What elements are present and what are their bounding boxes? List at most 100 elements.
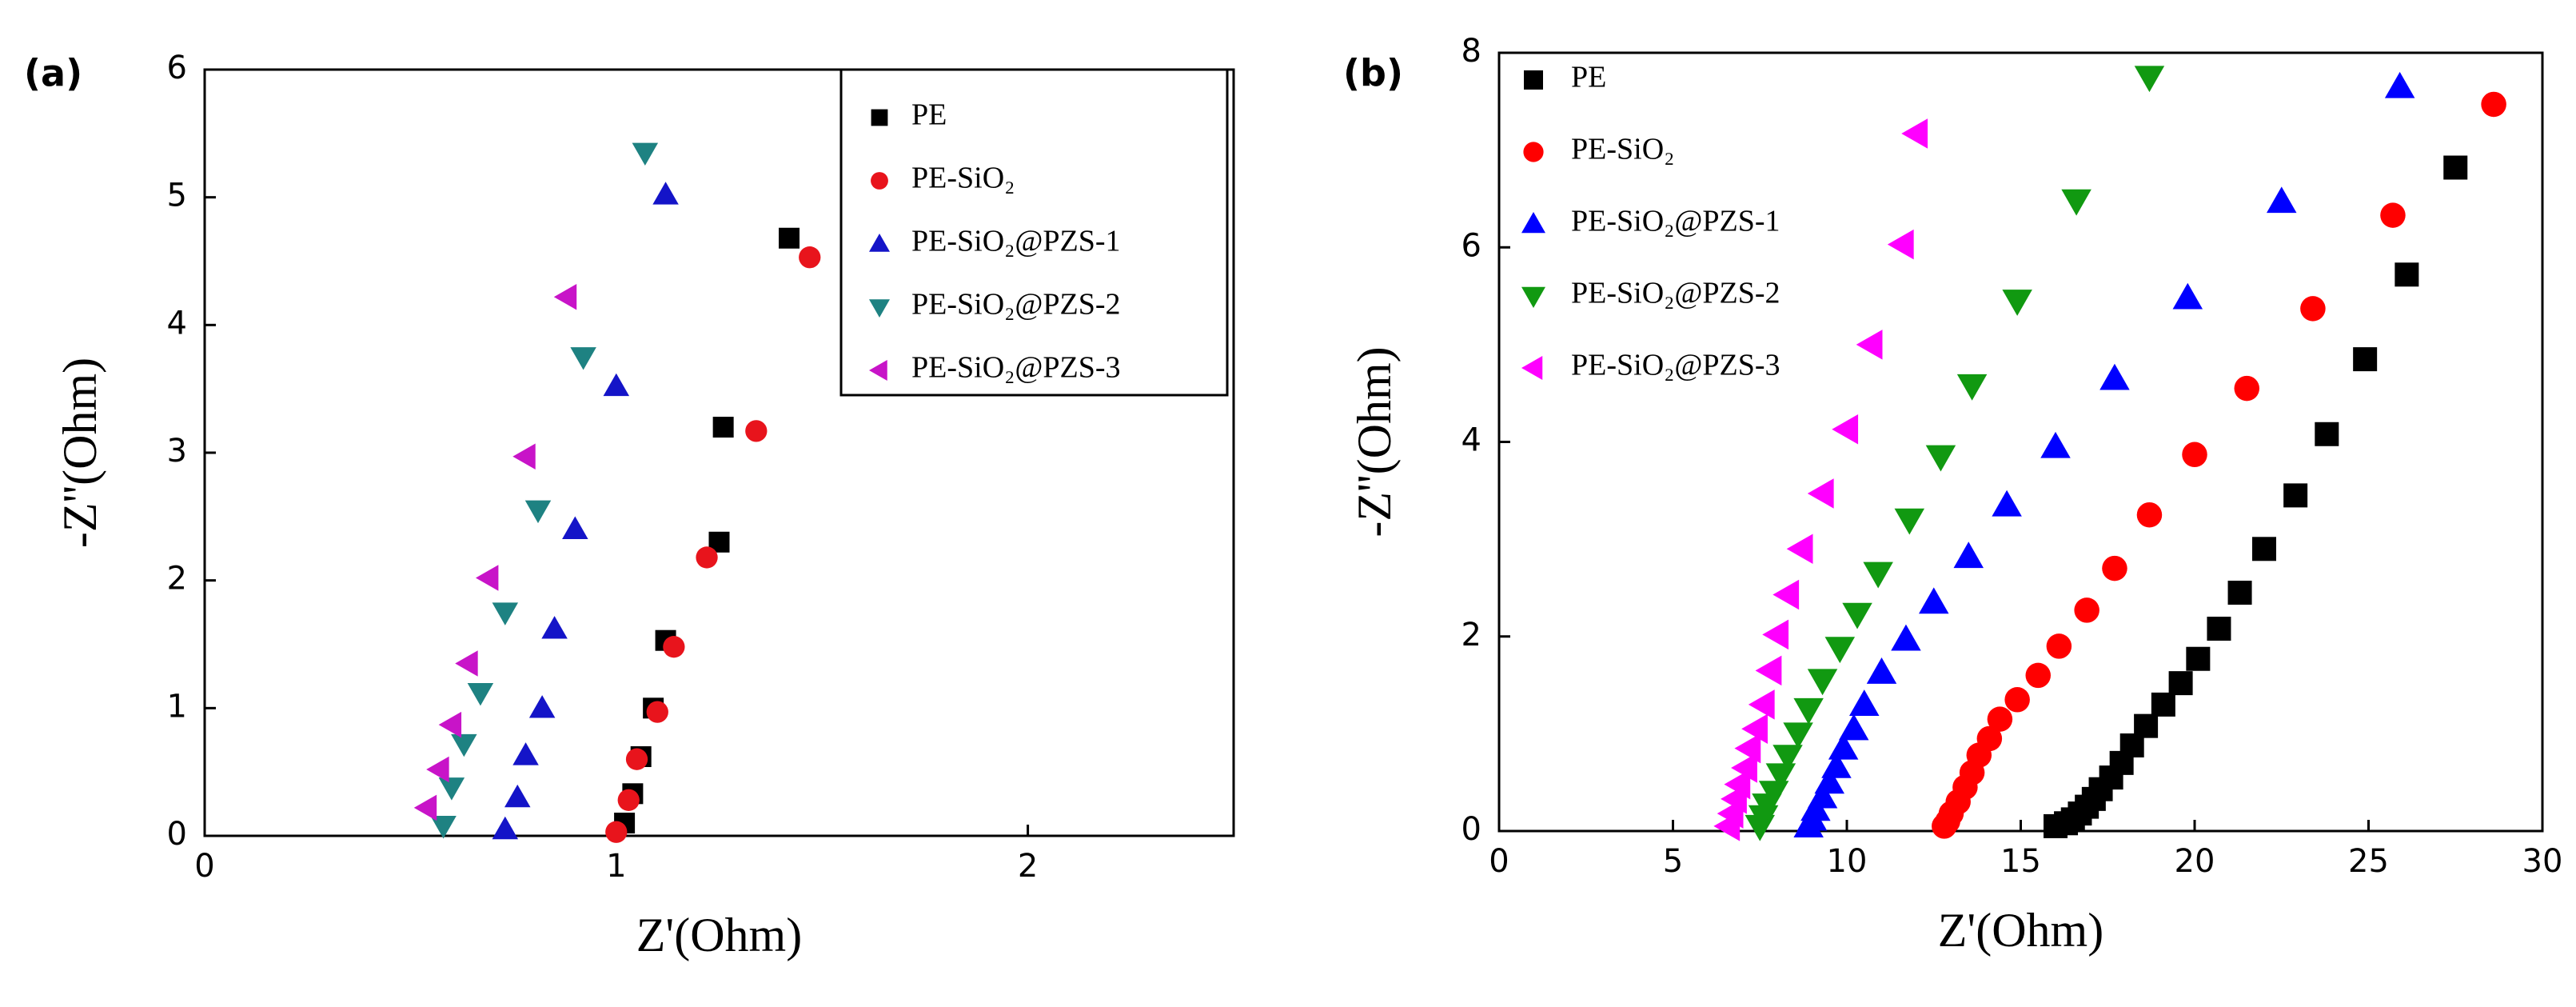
data-point — [2151, 692, 2175, 717]
data-point — [467, 682, 494, 706]
x-tick-label: 30 — [2522, 843, 2563, 880]
plot-frame — [1497, 51, 2544, 833]
legend-marker — [871, 109, 888, 126]
data-point — [512, 742, 539, 765]
data-point — [1731, 753, 1757, 783]
data-point — [438, 777, 465, 801]
data-point — [1807, 478, 1834, 509]
data-point — [2283, 483, 2308, 508]
panel-label: (a) — [24, 52, 82, 95]
data-point — [1828, 733, 1859, 760]
legend-label: PE — [911, 98, 947, 132]
data-point — [2102, 555, 2127, 581]
data-point — [712, 417, 734, 438]
y-tick-label: 5 — [167, 178, 187, 214]
data-point — [512, 443, 536, 470]
data-point — [617, 789, 640, 811]
legend-marker — [869, 234, 890, 252]
legend-marker — [1521, 212, 1545, 234]
data-point — [2002, 290, 2032, 316]
x-tick-label: 1 — [606, 848, 626, 885]
data-point — [2004, 687, 2030, 713]
data-point — [625, 748, 648, 770]
data-point — [1849, 689, 1880, 716]
x-tick-label: 5 — [1663, 843, 1683, 880]
legend-label: PE-SiO₂@PZS-2 — [911, 288, 1121, 322]
data-point — [799, 246, 821, 269]
data-point — [1953, 541, 1984, 569]
panel-label: (b) — [1343, 52, 1403, 95]
data-point — [1772, 579, 1800, 610]
y-tick-label: 8 — [1461, 33, 1481, 70]
data-point — [2134, 66, 2165, 93]
data-point — [1783, 722, 1813, 749]
data-point — [1807, 781, 1838, 809]
y-tick-label: 4 — [1461, 422, 1481, 459]
data-point — [1863, 561, 1893, 589]
legend-marker — [871, 172, 888, 190]
data-point — [2168, 671, 2193, 696]
data-point — [1919, 587, 1949, 614]
data-point — [2315, 422, 2339, 446]
data-point — [475, 565, 499, 591]
data-point — [1748, 689, 1775, 720]
x-tick-label: 2 — [1018, 848, 1038, 885]
data-point — [1992, 490, 2022, 517]
data-point — [1734, 733, 1761, 764]
data-point — [652, 182, 679, 205]
data-point — [1866, 657, 1897, 684]
data-point — [2061, 189, 2092, 216]
y-tick-label: 6 — [167, 50, 187, 86]
data-point — [745, 420, 768, 442]
legend-label: PE-SiO₂@PZS-1 — [911, 225, 1121, 258]
data-point — [1838, 713, 1869, 741]
y-tick-label: 2 — [167, 561, 187, 597]
y-axis-label: -Z''(Ohm) — [54, 358, 106, 548]
legend-label: PE-SiO₂@PZS-3 — [911, 351, 1121, 385]
legend-label: PE-SiO₂ — [1571, 133, 1674, 166]
data-point — [426, 756, 449, 783]
data-point — [2182, 442, 2207, 468]
y-tick-label: 0 — [167, 816, 187, 853]
legend-marker — [1523, 142, 1544, 162]
legend-marker — [869, 299, 890, 318]
data-point — [2380, 202, 2406, 228]
data-point — [779, 227, 800, 249]
data-point — [2186, 646, 2211, 671]
data-point — [646, 701, 668, 723]
data-point — [1856, 330, 1883, 360]
data-point — [605, 821, 628, 843]
x-axis-label: Z'(Ohm) — [636, 909, 802, 961]
x-tick-label: 20 — [2175, 843, 2215, 880]
data-point — [2207, 617, 2231, 641]
data-point — [2267, 186, 2297, 214]
data-point — [1762, 619, 1789, 650]
data-point — [2384, 71, 2415, 98]
data-point — [1724, 769, 1751, 800]
data-point — [541, 616, 568, 639]
y-tick-label: 1 — [167, 688, 187, 725]
data-point — [696, 546, 718, 569]
y-tick-label: 2 — [1461, 617, 1481, 653]
data-point — [2353, 347, 2378, 372]
data-point — [1814, 767, 1844, 794]
data-point — [2136, 502, 2163, 528]
data-point — [430, 816, 457, 839]
data-point — [1786, 533, 1813, 565]
y-tick-label: 3 — [167, 433, 187, 470]
legend-label: PE — [1571, 61, 1606, 94]
data-point — [2443, 155, 2468, 180]
data-point — [663, 636, 685, 658]
data-point — [455, 650, 478, 677]
data-point — [1956, 374, 1988, 401]
legend-marker — [1521, 286, 1545, 308]
data-point — [504, 784, 531, 808]
data-point — [2099, 363, 2130, 390]
data-point — [1793, 697, 1824, 725]
data-point — [1901, 118, 1928, 149]
data-point — [2025, 662, 2051, 689]
data-point — [2300, 296, 2326, 322]
data-point — [1741, 713, 1768, 745]
data-point — [492, 816, 519, 840]
